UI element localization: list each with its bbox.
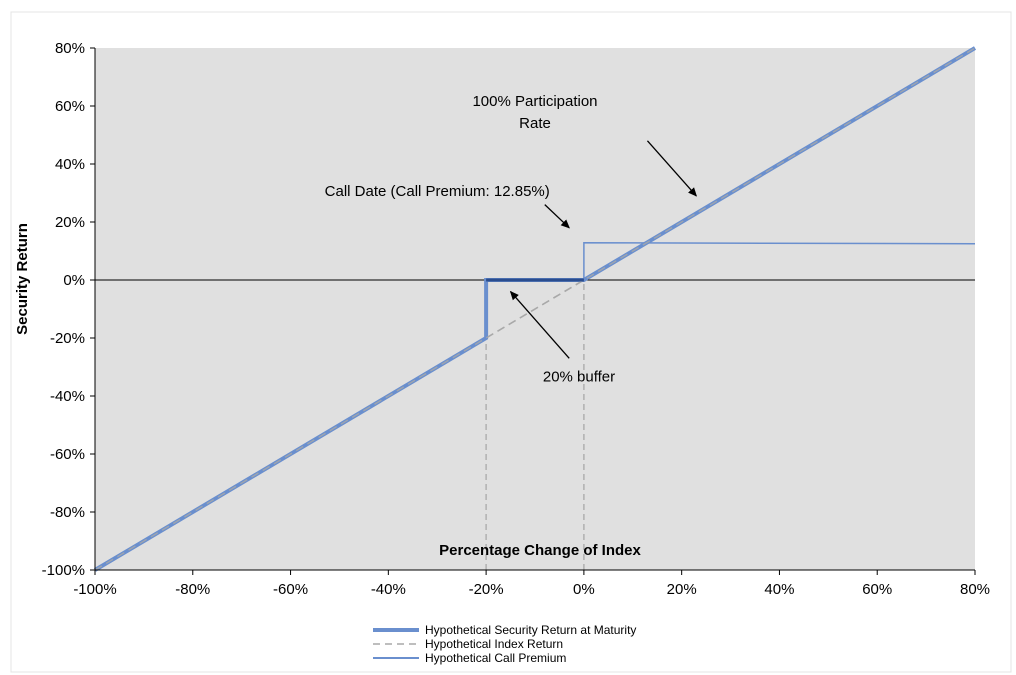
y-tick-label: 0% <box>63 272 85 289</box>
x-tick-label: 80% <box>960 581 990 598</box>
x-tick-label: 60% <box>862 581 892 598</box>
x-tick-label: -40% <box>371 581 406 598</box>
x-axis-ticks: -100% -80% -60% -40% -20% 0% 20% 40% 60% 80% <box>73 570 990 598</box>
y-tick-label: 20% <box>55 214 85 231</box>
y-tick-label: 40% <box>55 156 85 173</box>
y-tick-label: 80% <box>55 40 85 57</box>
annotation-line: Rate <box>519 115 551 132</box>
annotation-arrow <box>646 140 697 197</box>
y-axis-title: Security Return <box>14 223 31 335</box>
axes <box>94 48 975 571</box>
y-tick-label: -40% <box>50 388 85 405</box>
x-tick-label: 0% <box>573 581 595 598</box>
x-tick-label: -60% <box>273 581 308 598</box>
series-line-3 <box>583 241 976 280</box>
x-tick-label: 20% <box>667 581 697 598</box>
y-tick-label: -100% <box>42 562 85 579</box>
x-tick-label: -100% <box>73 581 116 598</box>
annotation-line: 20% buffer <box>543 369 615 386</box>
x-tick-label: 40% <box>764 581 794 598</box>
x-tick-label: -80% <box>175 581 210 598</box>
y-tick-label: -80% <box>50 504 85 521</box>
annotation-label: Call Date (Call Premium: 12.85%) <box>325 183 550 200</box>
series-lines <box>93 46 977 572</box>
legend-label: Hypothetical Index Return <box>425 637 563 651</box>
annotations: 100% Participation Rate Call Date (Call Pr… <box>325 93 697 386</box>
annotation-arrow <box>544 204 570 229</box>
legend: Hypothetical Security Return at Maturity… <box>373 623 636 665</box>
series-line-2-overlay <box>94 47 976 571</box>
y-tick-label: -60% <box>50 446 85 463</box>
annotation-line: Call Date (Call Premium: 12.85%) <box>325 183 550 200</box>
y-axis-ticks: -100% -80% -60% -40% -20% 0% 20% 40% 60% 80% <box>42 40 95 579</box>
x-axis-title: Percentage Change of Index <box>439 542 641 559</box>
y-tick-label: 60% <box>55 98 85 115</box>
legend-label: Hypothetical Call Premium <box>425 651 566 665</box>
x-tick-label: -20% <box>469 581 504 598</box>
y-tick-label: -20% <box>50 330 85 347</box>
legend-label: Hypothetical Security Return at Maturity <box>425 623 636 637</box>
annotation-label: 100% Participation Rate <box>472 93 597 132</box>
annotation-arrow <box>509 290 570 359</box>
annotation-line: 100% Participation <box>472 93 597 110</box>
annotation-label: 20% buffer <box>543 369 615 386</box>
